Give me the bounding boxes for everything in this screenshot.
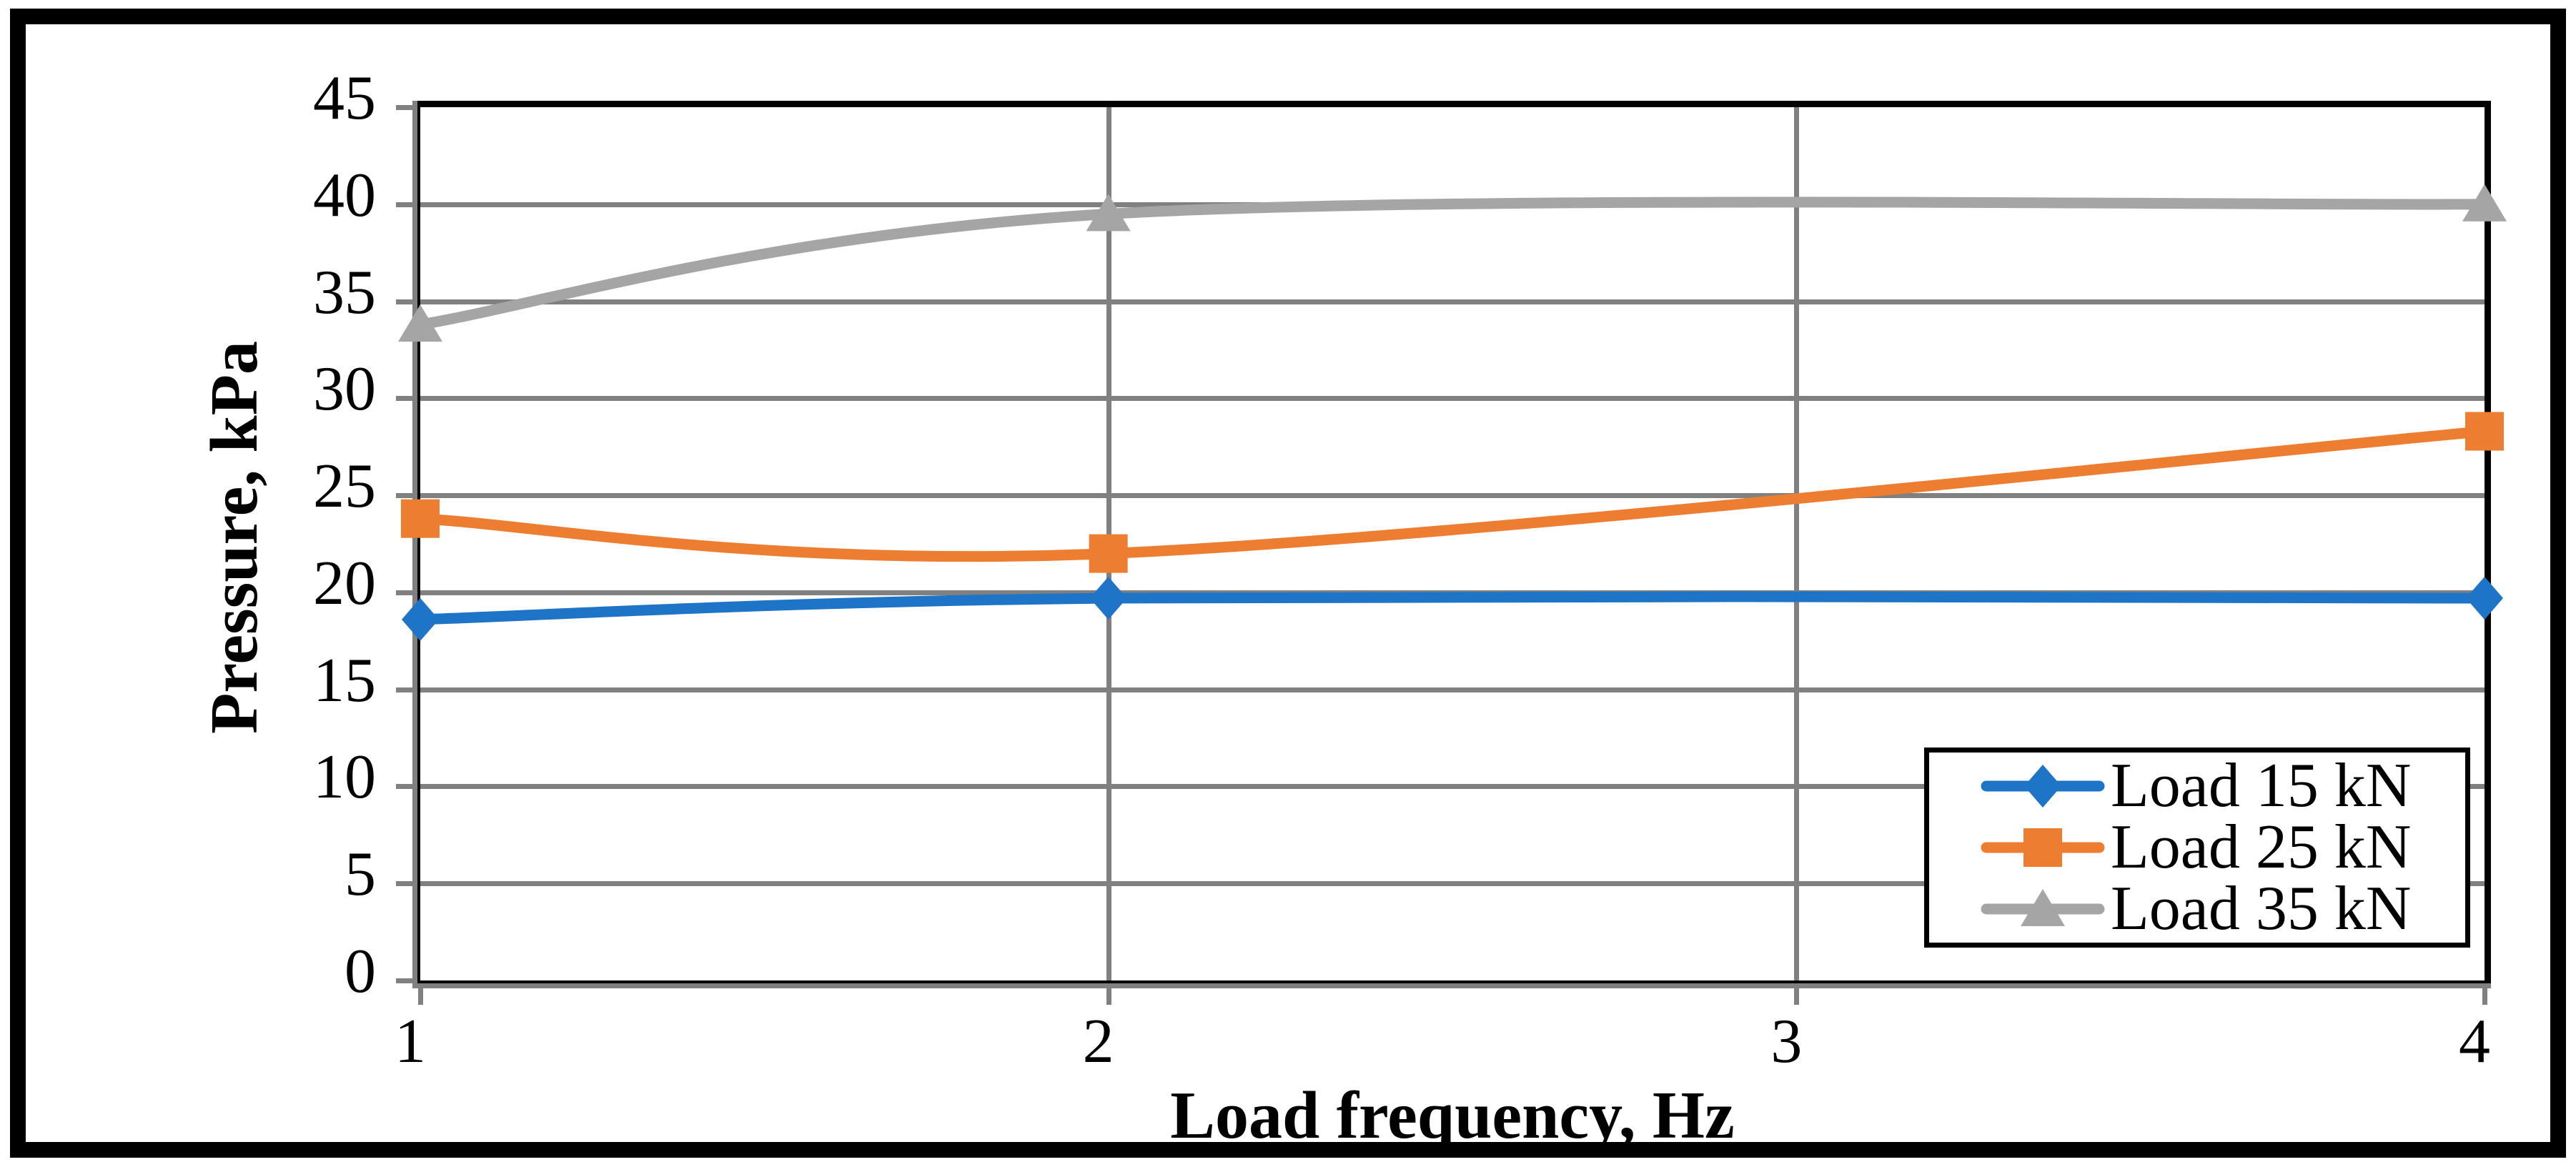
legend-sample-line	[1981, 765, 2105, 808]
triangle-marker-legend	[2021, 889, 2065, 926]
legend-sample-line	[1981, 889, 2105, 926]
figure-border: Pressure, kPa Load frequency, Hz 0 5 10 15 2…	[10, 9, 2566, 1158]
y-tick-label: 40	[313, 160, 376, 230]
y-axis-tick	[396, 396, 412, 401]
y-gridline	[420, 396, 2485, 401]
series-line-square	[415, 425, 2490, 562]
y-gridline	[420, 493, 2485, 498]
legend-label: Load 15 kN	[2111, 751, 2412, 820]
x-axis-tick	[418, 988, 423, 1005]
x-tick-label: 4	[2459, 1007, 2490, 1076]
x-tick-label: 3	[1770, 1007, 1803, 1076]
y-tick-label: 45	[313, 64, 376, 133]
y-tick-label: 20	[313, 548, 376, 618]
x-axis-line	[412, 983, 2491, 988]
y-axis-tick	[396, 493, 412, 498]
diamond-marker	[2466, 577, 2503, 620]
y-axis-tick	[396, 105, 412, 110]
x-axis-tick	[1106, 988, 1111, 1005]
data-series	[398, 184, 2507, 641]
legend: Load 15 kN Load 25 kN Load 35 kN	[1924, 748, 2470, 948]
triangle-marker	[2462, 184, 2507, 222]
y-axis-line	[412, 101, 417, 988]
square-marker	[1089, 534, 1128, 573]
y-tick-label: 15	[313, 645, 376, 715]
diamond-marker-legend	[2024, 765, 2061, 808]
y-gridline	[420, 687, 2485, 692]
triangle-marker	[398, 304, 442, 342]
y-axis-tick	[396, 978, 412, 983]
y-gridline	[420, 784, 2485, 789]
y-axis-tick	[396, 590, 412, 595]
y-axis-tick	[396, 299, 412, 304]
legend-label: Load 25 kN	[2111, 813, 2412, 882]
x-tick-label: 2	[1082, 1007, 1114, 1076]
triangle-marker	[1086, 194, 1131, 232]
series-line-diamond	[415, 591, 2490, 625]
square-marker	[2465, 412, 2504, 451]
x-axis-tick	[1794, 988, 1799, 1005]
x-axis-tick	[2482, 988, 2487, 1005]
y-tick-label: 5	[345, 840, 376, 910]
y-tick-label: 35	[313, 257, 376, 327]
y-axis-tick	[396, 687, 412, 692]
diamond-marker	[1089, 577, 1127, 620]
legend-sample-line	[1981, 828, 2105, 867]
y-axis-tick	[396, 202, 412, 207]
square-marker-legend	[2023, 828, 2062, 867]
legend-label: Load 35 kN	[2111, 874, 2412, 943]
x-axis-title: Load frequency, Hz	[1170, 1078, 1735, 1153]
series-line-triangle	[415, 197, 2490, 330]
square-marker	[401, 499, 440, 538]
legend-item: Load 25 kN	[1981, 813, 2465, 882]
y-gridline	[420, 299, 2485, 304]
y-tick-label: 0	[345, 937, 376, 1006]
y-tick-label: 25	[313, 452, 376, 522]
legend-item: Load 15 kN	[1981, 751, 2465, 820]
y-gridline	[420, 881, 2485, 886]
y-axis-tick	[396, 881, 412, 886]
y-tick-label: 30	[313, 354, 376, 424]
x-gridline	[1794, 107, 1799, 980]
x-tick-label: 1	[395, 1007, 426, 1076]
diamond-marker	[402, 597, 439, 641]
y-tick-label: 10	[313, 743, 376, 813]
y-axis-tick	[396, 784, 412, 789]
legend-item: Load 35 kN	[1981, 878, 2465, 940]
